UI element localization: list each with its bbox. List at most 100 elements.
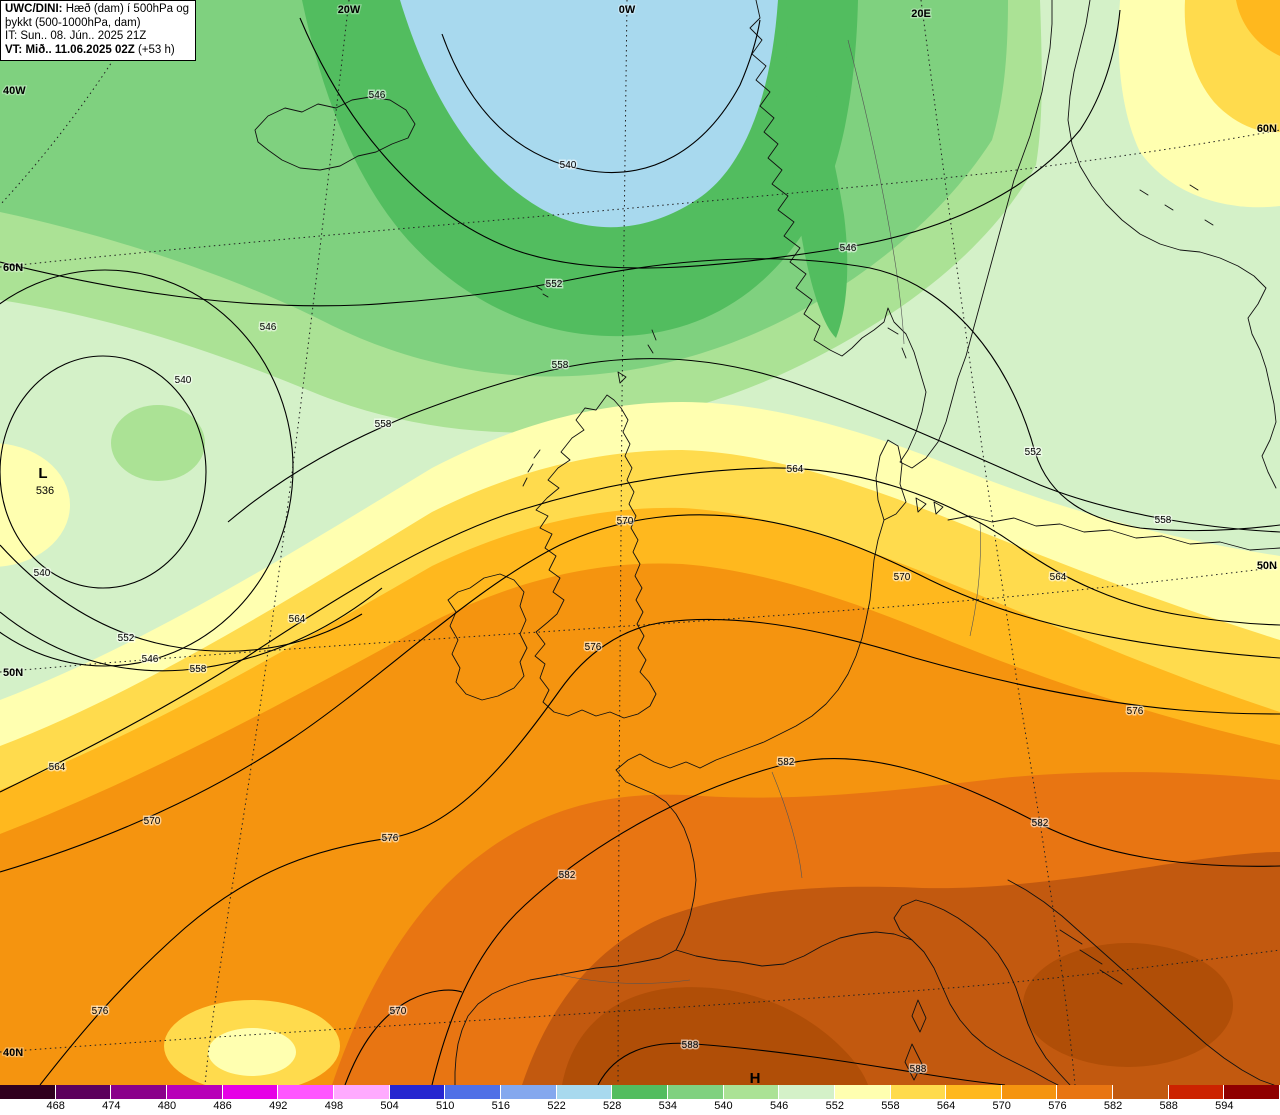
coast-great-britain bbox=[534, 394, 657, 719]
colorbar-segment bbox=[111, 1085, 167, 1099]
info-line-4: VT: Mið.. 11.06.2025 02Z (+53 h) bbox=[5, 44, 189, 58]
colorbar-segment bbox=[1168, 1085, 1225, 1099]
contour-label: 564 bbox=[787, 464, 804, 475]
colorbar-segment bbox=[723, 1085, 780, 1099]
colorbar-segments bbox=[0, 1085, 1280, 1099]
contour-label: 582 bbox=[1032, 818, 1049, 829]
coast-swedish-lakes bbox=[887, 327, 907, 359]
contour-label: 582 bbox=[559, 870, 576, 881]
parallel-50n bbox=[0, 566, 1280, 673]
coast-iceland bbox=[254, 96, 416, 171]
contour-label: 576 bbox=[92, 1006, 109, 1017]
info-product-text: Hæð (dam) í 500hPa og bbox=[62, 3, 190, 15]
contour-label: 564 bbox=[1050, 572, 1067, 583]
contour-label: 588 bbox=[682, 1040, 699, 1051]
colorbar-segment bbox=[667, 1085, 724, 1099]
contour-588-main bbox=[597, 1042, 1006, 1085]
colorbar-tick-label: 522 bbox=[547, 1100, 566, 1112]
colorbar-tick-label: 582 bbox=[1103, 1100, 1123, 1112]
thickness-bands bbox=[0, 0, 1280, 1085]
border-central-europe bbox=[969, 521, 981, 637]
colorbar-segment bbox=[1224, 1085, 1280, 1099]
info-thickness-text: þykkt (500-1000hPa, dam) bbox=[5, 16, 141, 29]
meridian-20w bbox=[204, 0, 350, 1085]
colorbar-segment bbox=[890, 1085, 947, 1099]
contour-label: 576 bbox=[1127, 706, 1144, 717]
geo-label: 0W bbox=[619, 4, 636, 16]
coast-france-biscay-iberia bbox=[454, 753, 701, 1085]
coastlines bbox=[254, 0, 1280, 1085]
colorbar-tick-label: 474 bbox=[102, 1100, 121, 1112]
colorbar-segment bbox=[1001, 1085, 1058, 1099]
colorbar-segment bbox=[500, 1085, 557, 1099]
colorbar-tick-label: 588 bbox=[1159, 1100, 1178, 1112]
geo-label: 40N bbox=[3, 1047, 23, 1059]
colorbar-tick-label: 540 bbox=[714, 1100, 733, 1112]
coast-hebrides bbox=[522, 449, 541, 487]
info-line-2: þykkt (500-1000hPa, dam) bbox=[5, 17, 189, 31]
colorbar-ticks: 468 474 480 486 492 498 504 510 516 522 528 534 540 5… bbox=[0, 1099, 1280, 1115]
colorbar-segment bbox=[445, 1085, 501, 1099]
geo-label: 20W bbox=[338, 4, 361, 16]
coast-italy-adriatic-west bbox=[893, 899, 1071, 1085]
contour-label: 558 bbox=[552, 360, 569, 371]
colorbar-segment bbox=[278, 1085, 334, 1099]
geo-label: 60N bbox=[1257, 123, 1277, 135]
band-cyan-trough-core bbox=[400, 0, 778, 228]
band-gold-northeast bbox=[1236, 0, 1280, 56]
colorbar-tick-label: 498 bbox=[324, 1100, 344, 1112]
contour-label: 546 bbox=[840, 243, 857, 254]
contour-label: 564 bbox=[289, 614, 306, 625]
colorbar-segment bbox=[389, 1085, 446, 1099]
contour-552-low-arc bbox=[0, 544, 363, 652]
contour-label: 540 bbox=[175, 375, 192, 386]
colorbar-tick-label: 552 bbox=[825, 1100, 844, 1112]
contour-label: 564 bbox=[49, 762, 66, 773]
colorbar-tick-label: 516 bbox=[491, 1100, 511, 1112]
geo-label: 40W bbox=[3, 85, 26, 97]
colorbar-segment bbox=[1057, 1085, 1114, 1099]
info-line-3: IT: Sun.. 08. Jún.. 2025 21Z bbox=[5, 30, 189, 44]
border-spain-france bbox=[555, 973, 691, 984]
contour-label: 540 bbox=[34, 568, 51, 579]
contour-540-trough bbox=[441, 19, 761, 174]
colorbar-tick-label: 504 bbox=[380, 1100, 399, 1112]
coast-danish-islands bbox=[915, 497, 944, 515]
contour-label: 540 bbox=[560, 160, 577, 171]
contour-label: 558 bbox=[375, 419, 392, 430]
band-pale-yellow-core-southwest bbox=[208, 1028, 296, 1076]
info-box: UWC/DINI: Hæð (dam) í 500hPa og þykkt (5… bbox=[0, 0, 197, 61]
contour-label: 588 bbox=[910, 1064, 927, 1075]
geo-label: 60N bbox=[3, 262, 23, 274]
contour-label: 570 bbox=[144, 816, 161, 827]
low-center-value: 536 bbox=[36, 485, 54, 497]
contour-540-low-closed bbox=[0, 355, 207, 589]
colorbar-segment bbox=[166, 1085, 223, 1099]
contour-label: 576 bbox=[382, 833, 399, 844]
contour-label: 546 bbox=[142, 654, 159, 665]
coast-croatian-islands bbox=[1059, 929, 1123, 985]
colorbar-tick-label: 564 bbox=[936, 1100, 956, 1112]
contour-label: 582 bbox=[778, 757, 795, 768]
info-product-label: UWC/DINI: bbox=[5, 3, 63, 15]
colorbar-segment bbox=[779, 1085, 835, 1099]
contour-label: 576 bbox=[585, 642, 602, 653]
band-green-blob-low bbox=[111, 405, 205, 481]
contour-label: 570 bbox=[894, 572, 911, 583]
coast-finnish-lakes bbox=[1139, 184, 1214, 226]
weather-map-svg: 540 546 546 552 552 558 558 558 564 564 564 564 570 5… bbox=[0, 0, 1280, 1085]
colorbar-tick-label: 546 bbox=[769, 1100, 789, 1112]
coast-denmark bbox=[875, 439, 907, 521]
contour-582-main bbox=[431, 757, 1280, 1085]
colorbar-tick-label: 480 bbox=[157, 1100, 177, 1112]
contour-label: 552 bbox=[546, 279, 563, 290]
colorbar-tick-label: 528 bbox=[602, 1100, 622, 1112]
contour-label: 552 bbox=[118, 633, 135, 644]
band-dark-brown-patch-1 bbox=[562, 987, 868, 1085]
colorbar-tick-label: 534 bbox=[658, 1100, 677, 1112]
border-france-east bbox=[771, 771, 803, 879]
geo-labels-layer: 20W 0W 20E 40W 60N 60N 50N 50N 40N bbox=[2, 3, 1279, 1061]
colorbar-segment bbox=[222, 1085, 279, 1099]
geo-label: 20E bbox=[911, 8, 931, 20]
colorbar-tick-label: 492 bbox=[269, 1100, 288, 1112]
